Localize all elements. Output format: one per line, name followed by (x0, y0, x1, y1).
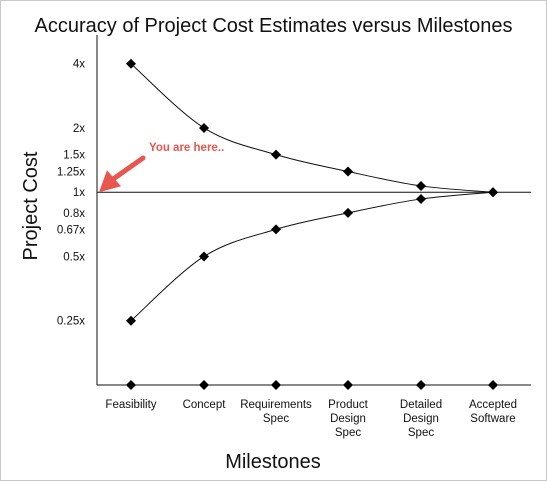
x-tick-label-line: Product (328, 399, 368, 411)
x-tick-label-line: Feasibility (105, 399, 156, 411)
x-tick-label-line: Detailed (400, 399, 442, 411)
x-tick-label: Product Design Spec (328, 399, 368, 439)
x-tick-label: Detailed Design Spec (400, 399, 442, 439)
x-tick-label: Requirements Spec (240, 399, 312, 425)
y-tick-label: 0.5x (63, 251, 85, 263)
y-axis-title: Project Cost (20, 151, 42, 260)
data-point (271, 224, 281, 235)
x-axis-title: Milestones (225, 451, 321, 473)
x-tick-label: Feasibility (105, 399, 156, 411)
baseline-marker (416, 380, 426, 390)
y-tick-label: 4x (73, 59, 85, 71)
data-point (126, 58, 136, 69)
x-tick-label-line: Software (470, 413, 515, 425)
series-line (130, 63, 494, 193)
x-tick-label: Concept (183, 399, 227, 411)
series-line (130, 191, 494, 322)
baseline-marker (488, 380, 498, 390)
y-tick-label: 0.8x (63, 208, 85, 220)
x-tick-label-line: Design (403, 413, 439, 425)
baseline-marker (199, 380, 209, 390)
baseline-marker (343, 380, 353, 390)
y-tick-label: 2x (73, 123, 85, 135)
data-point (199, 251, 209, 262)
annotation-text: You are here.. (149, 142, 224, 154)
chart-title: Accuracy of Project Cost Estimates versu… (34, 15, 513, 37)
y-tick-label: 1.25x (57, 167, 85, 179)
x-tick-label-line: Accepted (469, 399, 517, 411)
x-tick-label-line: Spec (408, 427, 434, 439)
data-point (343, 207, 353, 218)
y-tick-label: 1x (73, 187, 85, 199)
y-tick-label: 0.25x (57, 316, 85, 328)
x-tick-label-line: Concept (183, 399, 227, 411)
annotation-arrow-head (99, 170, 121, 193)
x-tick-label-line: Design (330, 413, 366, 425)
y-tick-label: 0.67x (57, 224, 85, 236)
data-point (488, 187, 498, 198)
x-tick-label-line: Spec (335, 427, 361, 439)
y-tick-label: 1.5x (63, 150, 85, 162)
data-point (271, 149, 281, 160)
data-point (199, 122, 209, 133)
data-point (343, 166, 353, 177)
annotation-arrow-shaft (110, 155, 146, 182)
data-point (416, 180, 426, 191)
x-tick-label-line: Requirements (240, 399, 312, 411)
data-point (416, 193, 426, 204)
data-point (126, 315, 136, 326)
x-tick-label: Accepted Software (469, 399, 517, 425)
baseline-marker (271, 380, 281, 390)
baseline-marker (126, 380, 136, 390)
x-tick-label-line: Spec (263, 413, 289, 425)
